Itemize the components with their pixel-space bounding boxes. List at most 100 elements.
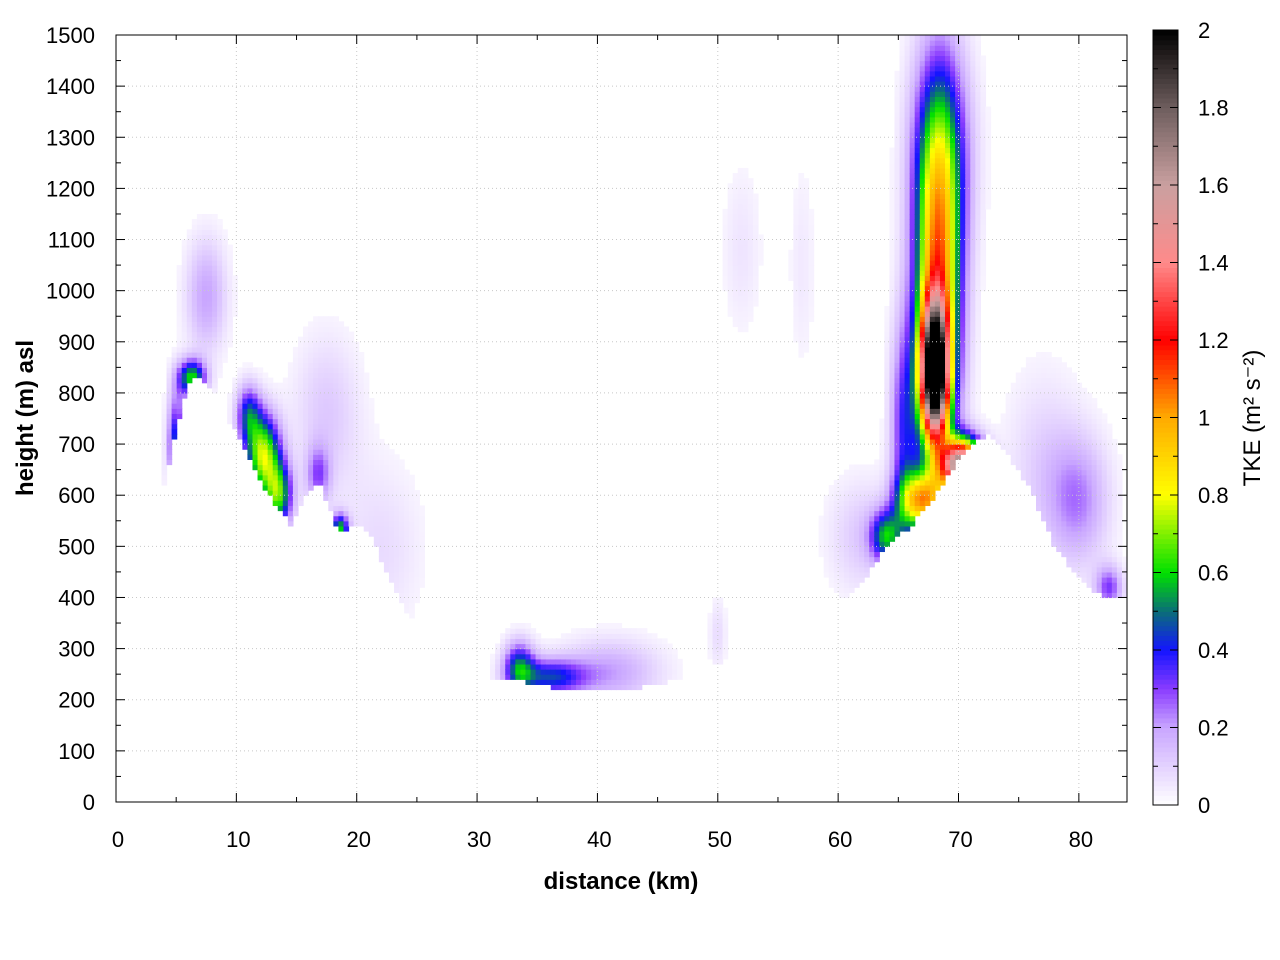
tke-cell	[798, 321, 805, 328]
tke-cell	[970, 428, 976, 435]
tke-cell	[363, 474, 370, 481]
tke-cell	[939, 203, 946, 210]
tke-cell	[985, 167, 992, 174]
tke-cell	[1046, 505, 1052, 512]
tke-cell	[323, 403, 329, 409]
tke-cell	[1061, 387, 1067, 394]
tke-cell	[899, 382, 906, 389]
tke-cell	[894, 423, 901, 430]
tke-cell	[747, 208, 754, 215]
tke-cell	[196, 265, 203, 271]
tke-cell	[247, 408, 254, 414]
tke-cell	[252, 433, 259, 440]
tke-cell	[889, 326, 896, 333]
tke-cell	[934, 408, 941, 414]
tke-cell	[757, 239, 764, 246]
tke-cell	[1111, 479, 1118, 486]
tke-cell	[323, 382, 329, 389]
tke-cell	[338, 510, 345, 517]
tke-cell	[419, 551, 425, 558]
tke-cell	[581, 674, 587, 680]
tke-cell	[272, 464, 279, 471]
tke-cell	[358, 490, 365, 496]
tke-cell	[833, 577, 840, 583]
tke-cell	[161, 464, 168, 471]
tke-cell	[1056, 413, 1062, 420]
tke-cell	[950, 285, 956, 292]
tke-cell	[419, 541, 425, 547]
tke-cell	[889, 495, 896, 501]
tke-cell	[277, 449, 284, 455]
tke-cell	[217, 316, 223, 322]
tke-cell	[1066, 449, 1072, 455]
tke-cell	[945, 224, 951, 230]
tke-cell	[950, 35, 956, 41]
tke-cell	[308, 464, 314, 471]
tke-cell	[287, 479, 294, 486]
tke-cell	[328, 469, 334, 476]
tke-cell	[267, 449, 274, 455]
tke-cell	[889, 346, 896, 353]
tke-cell	[960, 249, 966, 256]
tke-cell	[929, 167, 936, 174]
tke-cell	[950, 198, 956, 205]
tke-cell	[919, 106, 926, 113]
tke-cell	[181, 311, 188, 317]
tke-cell	[672, 653, 678, 660]
tke-cell	[894, 377, 901, 384]
tke-cell	[626, 684, 633, 691]
tke-cell	[737, 208, 744, 215]
tke-cell	[950, 382, 956, 389]
tke-cell	[909, 300, 916, 307]
tke-cell	[262, 408, 269, 414]
tke-cell	[394, 566, 400, 573]
tke-cell	[934, 198, 941, 205]
tke-cell	[616, 648, 623, 655]
tke-cell	[1071, 428, 1078, 435]
tke-cell	[854, 551, 860, 558]
tke-cell	[894, 116, 901, 123]
tke-cell	[601, 648, 607, 655]
tke-cell	[737, 244, 744, 251]
tke-cell	[353, 418, 360, 425]
tke-cell	[636, 679, 643, 685]
tke-cell	[894, 86, 901, 92]
tke-cell	[636, 669, 643, 675]
tke-cell	[343, 459, 350, 466]
tke-cell	[732, 203, 739, 210]
tke-cell	[919, 137, 926, 143]
tke-cell	[1056, 387, 1062, 394]
tke-cell	[277, 382, 284, 389]
tke-cell	[363, 387, 370, 394]
tke-cell	[889, 275, 896, 282]
tke-cell	[919, 152, 926, 159]
tke-cell	[727, 239, 734, 246]
tke-cell	[328, 372, 334, 379]
tke-cell	[884, 413, 891, 420]
tke-cell	[394, 474, 400, 481]
tke-cell	[176, 387, 183, 394]
tke-cell	[889, 208, 896, 215]
tke-cell	[975, 254, 982, 261]
tke-cell	[1066, 392, 1072, 399]
tke-cell	[960, 50, 966, 57]
tke-cell	[904, 254, 911, 261]
tke-cell	[586, 669, 592, 675]
tke-cell	[859, 546, 865, 553]
tke-cell	[924, 321, 931, 328]
tke-cell	[252, 454, 259, 460]
tke-cell	[990, 428, 997, 435]
tke-cell	[1096, 469, 1103, 476]
tke-cell	[1086, 423, 1093, 430]
tke-cell	[222, 331, 228, 338]
tke-cell	[884, 362, 891, 368]
tke-cell	[631, 643, 638, 650]
tke-cell	[1056, 367, 1062, 374]
tke-cell	[793, 326, 800, 333]
tke-cell	[217, 275, 223, 282]
tke-cell	[338, 515, 345, 522]
tke-cell	[616, 669, 623, 675]
tke-cell	[308, 367, 314, 374]
tke-cell	[899, 178, 906, 184]
tke-cell	[201, 295, 208, 302]
